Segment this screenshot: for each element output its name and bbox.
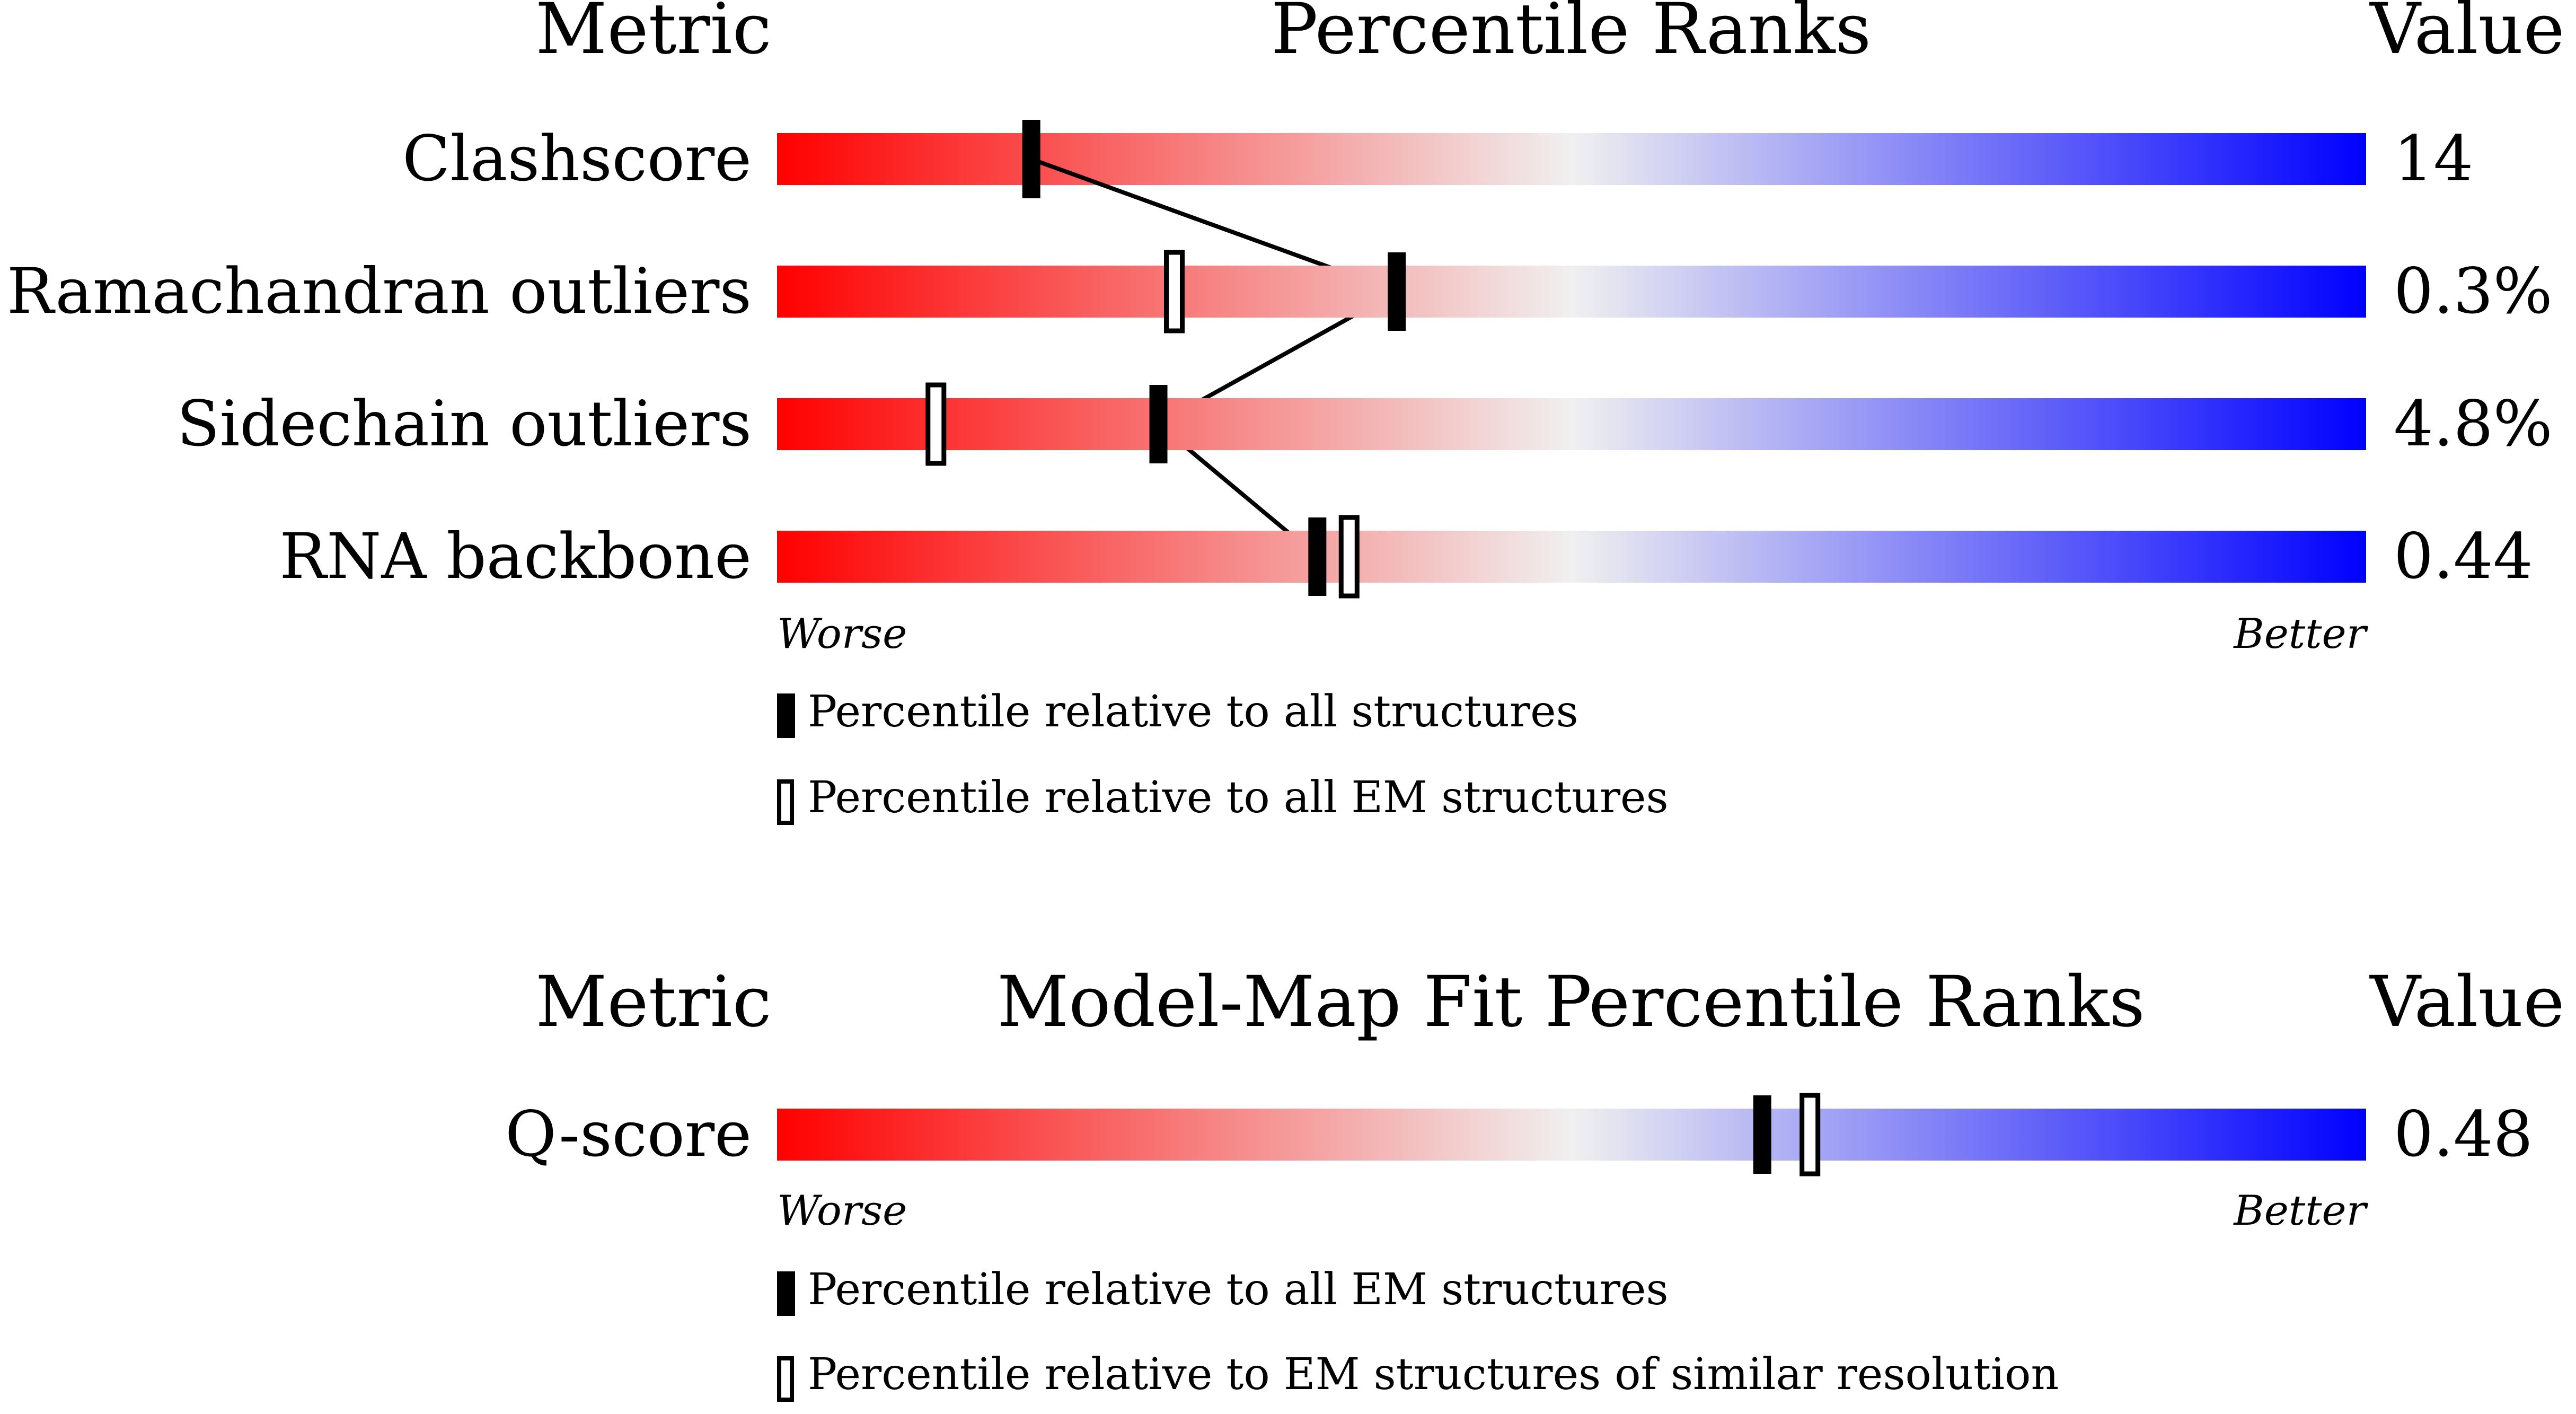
- percentile-bar: [777, 531, 2366, 583]
- percentile-bar: [777, 133, 2366, 185]
- header-metric: Metric: [535, 961, 772, 1043]
- marker-all-percentile: [1149, 385, 1168, 463]
- legend-text: Percentile relative to EM structures of …: [808, 1349, 2059, 1400]
- metric-value: 0.3%: [2394, 254, 2553, 328]
- legend-text: Percentile relative to all EM structures: [808, 1264, 1669, 1315]
- scale-better-label: Better: [2233, 1187, 2368, 1235]
- marker-em-percentile: [1799, 1093, 1821, 1176]
- scale-worse-label: Worse: [777, 610, 907, 658]
- metric-label: Ramachandran outliers: [7, 254, 752, 328]
- legend-swatch-open: [777, 779, 794, 825]
- metric-label: RNA backbone: [279, 520, 752, 593]
- legend-swatch-filled: [777, 1271, 795, 1316]
- legend-swatch-filled: [777, 693, 795, 738]
- percentile-bar: [777, 1109, 2366, 1161]
- legend-text: Percentile relative to all EM structures: [808, 772, 1669, 823]
- marker-em-percentile: [1164, 250, 1185, 333]
- metric-value: 0.48: [2394, 1097, 2533, 1171]
- scale-worse-label: Worse: [777, 1187, 907, 1235]
- marker-em-percentile: [925, 382, 947, 466]
- metric-label: Sidechain outliers: [177, 387, 752, 460]
- metric-value: 4.8%: [2394, 387, 2553, 460]
- marker-all-percentile: [1753, 1095, 1771, 1174]
- header-title: Model-Map Fit Percentile Ranks: [997, 961, 2145, 1043]
- marker-all-percentile: [1022, 120, 1040, 198]
- metric-label: Q-score: [505, 1097, 752, 1171]
- header-value: Value: [2369, 961, 2564, 1043]
- metric-value: 14: [2394, 122, 2473, 195]
- header-value: Value: [2369, 0, 2564, 70]
- percentile-bar: [777, 398, 2366, 450]
- metric-label: Clashscore: [402, 122, 752, 195]
- marker-connector-line: [1030, 157, 1402, 559]
- marker-all-percentile: [1388, 252, 1406, 331]
- marker-em-percentile: [1338, 515, 1360, 599]
- header-title: Percentile Ranks: [1271, 0, 1872, 70]
- metric-value: 0.44: [2394, 520, 2533, 593]
- header-metric: Metric: [535, 0, 772, 70]
- marker-all-percentile: [1308, 517, 1327, 596]
- percentile-bar: [777, 266, 2366, 318]
- legend-swatch-open: [777, 1356, 794, 1402]
- legend-text: Percentile relative to all structures: [808, 687, 1578, 737]
- scale-better-label: Better: [2233, 610, 2368, 658]
